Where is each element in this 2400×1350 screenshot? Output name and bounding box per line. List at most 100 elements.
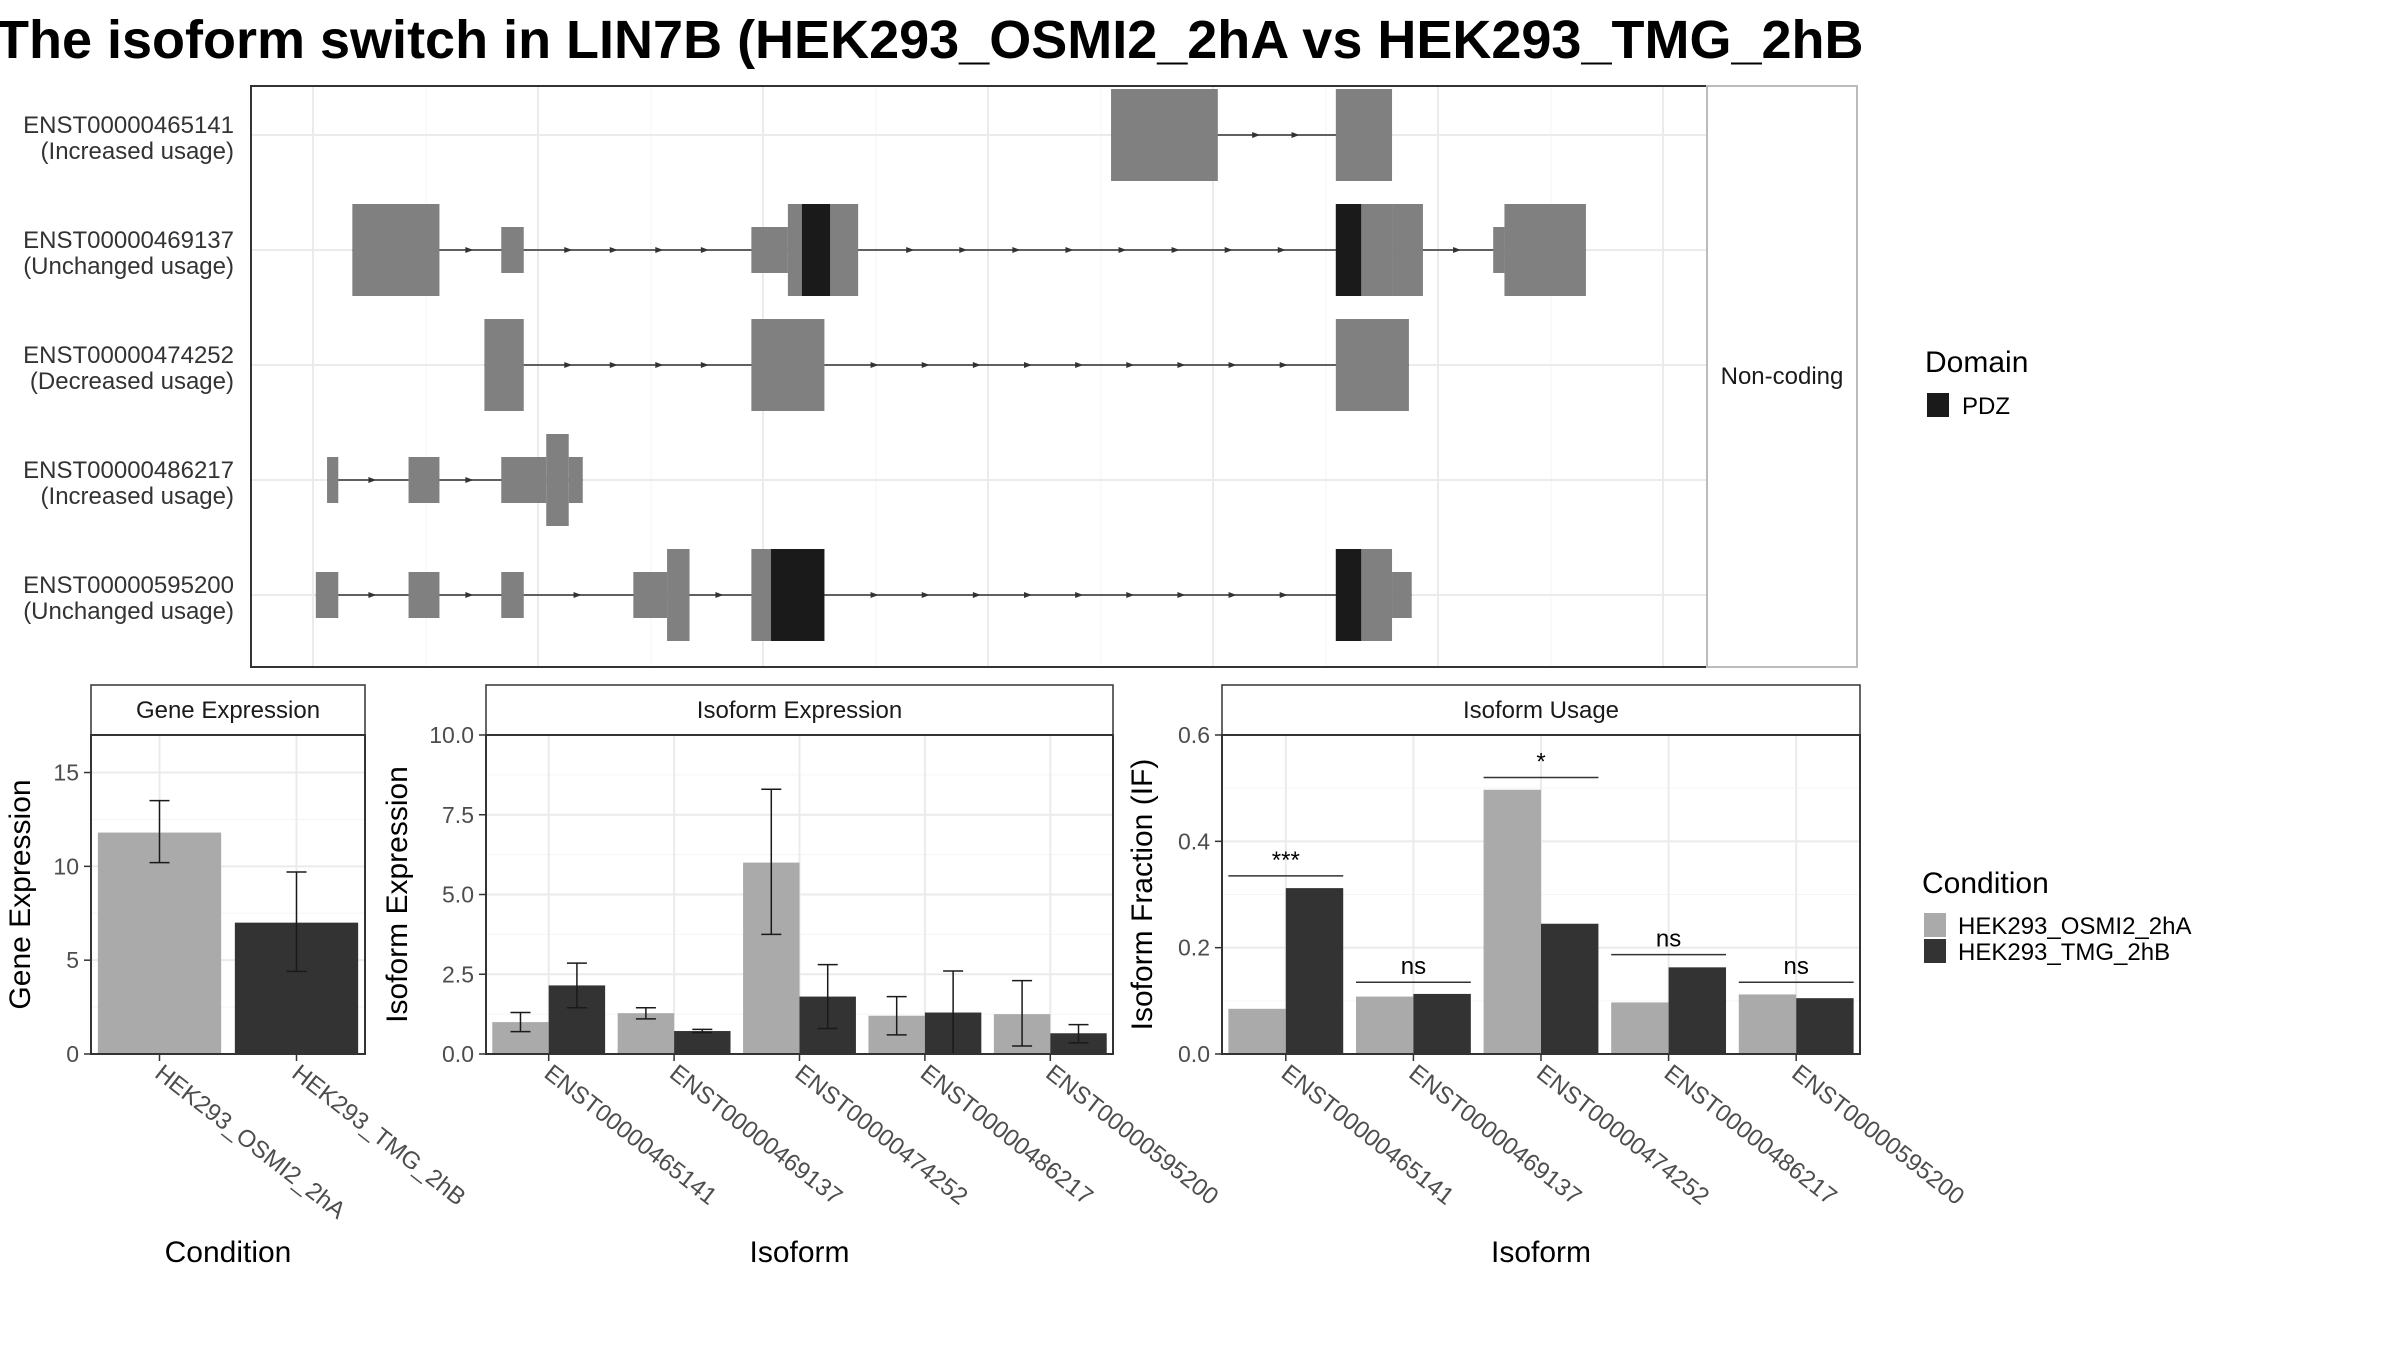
intron-arrow [564,362,573,368]
cond-b-legend-label: HEK293_TMG_2hB [1958,939,2170,966]
exon-block [633,572,668,618]
x-axis-label: Isoform [749,1236,849,1269]
intron-arrow [1228,362,1237,368]
y-tick-label: 10 [53,853,79,879]
significance-label: ns [1656,926,1681,953]
intron-arrow [870,362,879,368]
error-bar [149,799,170,864]
intron-arrow [1277,247,1286,253]
condition-legend-title: Condition [1922,867,2049,900]
domain-legend-title: Domain [1925,346,2028,379]
exon-block [568,457,583,503]
exon-block [315,572,339,618]
intron-arrow [1453,247,1462,253]
bar [1413,993,1471,1054]
intron-arrow [959,247,968,253]
intron-arrow [870,592,879,598]
error-bar [761,788,782,936]
pdz-domain-block [1335,549,1362,641]
condition-legend: Condition HEK293_OSMI2_2hA HEK293_TMG_2h… [1922,867,2191,966]
gene-expression-panel: Gene Expression051015HEK293_OSMI2_2hAHEK… [4,684,471,1269]
transcript-usage-label: (Increased usage) [41,483,234,510]
significance-label: ns [1401,953,1426,980]
intron-arrow [1023,592,1032,598]
cond-b-legend-key [1924,939,1946,963]
y-tick-label: 0.2 [1178,935,1210,961]
exon-block [408,457,440,503]
intron-arrow [1291,132,1300,138]
exon-block [1504,204,1586,296]
transcript-id-label: ENST00000595200 [23,572,234,599]
transcript-id-label: ENST00000486217 [23,457,234,484]
pdz-legend-key [1927,393,1949,417]
intron-arrow [700,362,709,368]
intron-arrow [465,247,474,253]
bar [1483,789,1541,1054]
intron-arrow [1171,247,1180,253]
y-tick-label: 0.4 [1178,828,1210,854]
intron-arrow [1126,362,1135,368]
non-coding-strip-label: Non-coding [1721,363,1844,390]
isoform-expression-panel: Isoform Expression0.02.55.07.510.0ENST00… [381,684,1223,1269]
error-bar [286,871,307,973]
plot-border [1221,734,1861,1055]
bar [1050,1033,1107,1054]
y-tick-label: 5.0 [442,882,474,908]
transcript-usage-label: (Unchanged usage) [23,253,234,280]
intron-arrow [655,362,664,368]
exon-block [501,457,547,503]
y-axis-label: Isoform Fraction (IF) [1126,759,1159,1031]
bar [1796,998,1854,1054]
intron-arrow [564,247,573,253]
intron-arrow [1075,362,1084,368]
error-bar [817,963,838,1030]
error-bar [635,1006,656,1020]
significance-label: *** [1272,847,1300,874]
significance-label: * [1536,749,1545,776]
x-axis-label: Isoform [1491,1236,1591,1269]
error-bar [566,962,587,1009]
intron-arrow [609,362,618,368]
intron-arrow [368,592,377,598]
intron-arrow [1012,247,1021,253]
panel-strip [90,684,366,736]
cond-a-legend-label: HEK293_OSMI2_2hA [1958,913,2191,940]
non-coding-strip [1706,85,1858,668]
intron-arrow [1065,247,1074,253]
transcript-plot-background [251,86,1707,667]
exon-block [1335,89,1393,181]
intron-arrow [1224,247,1233,253]
transcript-usage-label: (Decreased usage) [30,368,234,395]
pdz-domain-block [771,549,825,641]
panel-strip-title: Isoform Expression [697,697,902,724]
transcript-id-label: ENST00000465141 [23,112,234,139]
error-bar [510,1011,531,1033]
error-bar [1068,1023,1089,1044]
exon-block [751,227,788,273]
intron-arrow [609,247,618,253]
intron-arrow [921,362,930,368]
y-tick-label: 0.0 [442,1041,474,1067]
intron-arrow [972,362,981,368]
intron-arrow [465,477,474,483]
y-axis-label: Gene Expression [4,779,37,1009]
intron-arrow [1228,592,1237,598]
exon-block [484,319,524,411]
pdz-domain-block [1335,204,1362,296]
y-tick-label: 10.0 [429,722,474,748]
intron-arrow [1118,247,1127,253]
pdz-domain-block [801,204,831,296]
transcript-structure-panel: ENST00000465141(Increased usage)ENST0000… [23,85,1858,668]
intron-arrow [1252,132,1261,138]
plot-border [485,734,1114,1055]
bar [97,832,222,1054]
intron-arrow [1126,592,1135,598]
y-tick-label: 0.0 [1178,1041,1210,1067]
exon-block [327,457,339,503]
panel-strip-title: Isoform Usage [1463,697,1619,724]
intron-arrow [1075,592,1084,598]
exon-block [1392,572,1412,618]
panel-strip-title: Gene Expression [136,697,320,724]
x-axis-label: Condition [165,1236,292,1269]
